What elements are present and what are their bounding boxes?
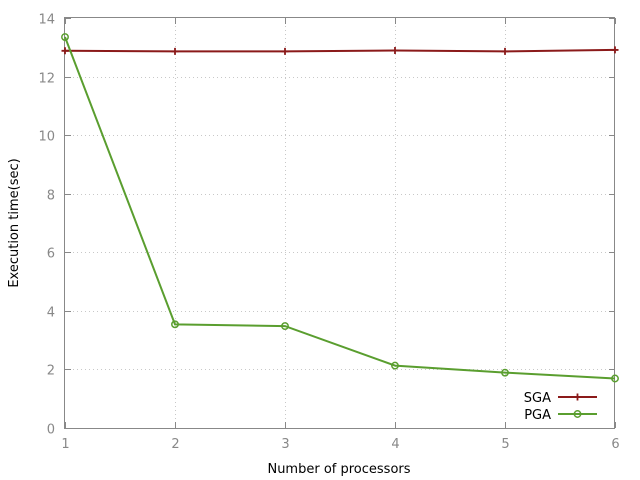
y-tick-label: 12 — [38, 72, 55, 87]
x-tick-label: 1 — [61, 437, 69, 452]
x-tick-label: 4 — [391, 437, 399, 452]
y-tick-label: 14 — [38, 13, 55, 28]
legend-label-pga: PGA — [524, 408, 551, 423]
data-point-sga — [171, 47, 179, 55]
x-axis-title: Number of processors — [267, 462, 410, 477]
series-line-pga — [64, 36, 616, 380]
legend-marker-sga — [574, 393, 581, 401]
data-point-pga — [61, 33, 69, 41]
data-point-sga — [61, 47, 69, 55]
data-point-sga — [281, 47, 289, 55]
data-point-sga — [501, 47, 509, 55]
data-point-pga — [281, 322, 289, 331]
data-point-pga — [501, 368, 509, 377]
data-point-sga — [391, 47, 399, 55]
x-tick-label: 3 — [281, 437, 289, 452]
x-tick-label: 2 — [171, 437, 179, 452]
x-tick-label: 6 — [611, 437, 619, 452]
legend-marker-pga — [573, 410, 582, 418]
y-tick-label: 2 — [47, 364, 55, 379]
data-point-pga — [171, 320, 179, 329]
series-line-sga — [64, 48, 616, 53]
legend-label-sga: SGA — [524, 391, 551, 406]
series-pga — [61, 33, 619, 383]
plot-frame — [64, 17, 615, 429]
data-point-pga — [611, 374, 619, 383]
y-tick-label: 6 — [47, 247, 55, 262]
data-point-pga — [391, 361, 399, 370]
series-lines — [61, 33, 619, 383]
y-tick-label: 4 — [47, 306, 55, 321]
data-point-sga — [611, 46, 619, 54]
y-tick-label: 10 — [38, 130, 55, 145]
x-tick-label: 5 — [501, 437, 509, 452]
grid-lines — [65, 18, 615, 428]
legend: SGA PGA — [524, 391, 597, 423]
y-axis-title: Execution time(sec) — [7, 158, 22, 287]
y-tick-label: 0 — [47, 423, 55, 438]
y-tick-label: 8 — [47, 189, 55, 204]
series-sga — [61, 46, 619, 55]
